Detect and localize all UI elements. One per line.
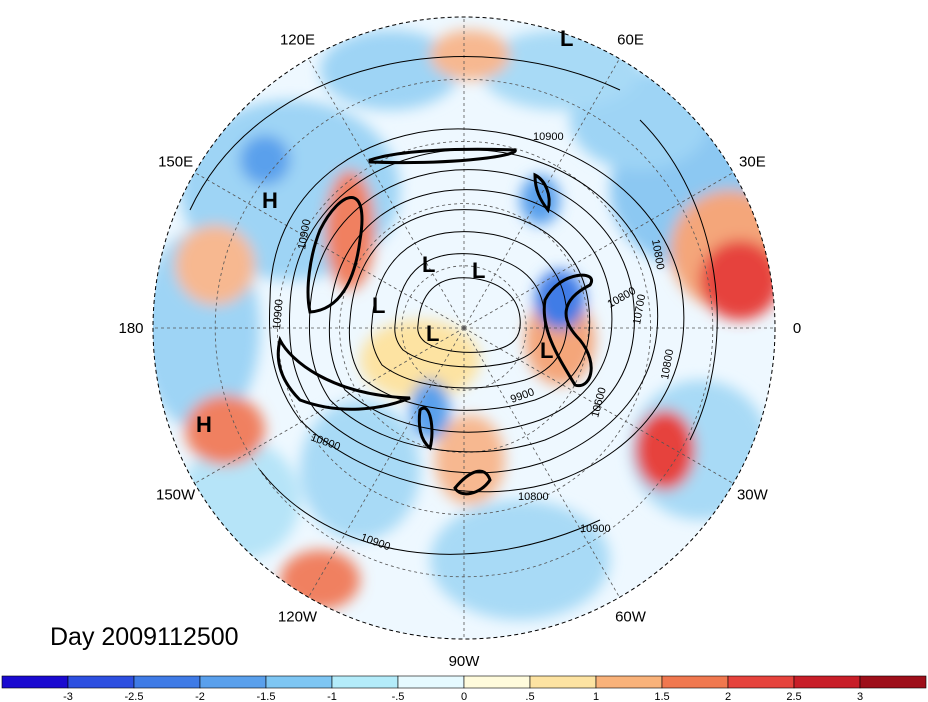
colorbar-tick-label: -2 bbox=[195, 691, 205, 702]
colorbar-tick-label: -1 bbox=[327, 691, 337, 702]
meridian-line bbox=[194, 327, 465, 484]
colorbar-swatch bbox=[1, 675, 69, 689]
anomaly-field bbox=[153, 17, 775, 639]
meridian-line bbox=[308, 58, 465, 329]
colorbar-swatch bbox=[331, 675, 399, 689]
contour-label: 10800 bbox=[659, 348, 676, 380]
meridian-line bbox=[463, 327, 620, 598]
low-center: L bbox=[372, 293, 385, 318]
colorbar-swatch bbox=[793, 675, 861, 689]
colorbar-tick-label: -.5 bbox=[392, 691, 405, 702]
colorbar-tick-label: 3 bbox=[857, 691, 863, 702]
low-center: L bbox=[560, 26, 573, 51]
contour-label: 10700 bbox=[631, 293, 648, 325]
colorbar-swatch bbox=[463, 675, 531, 689]
longitude-label: 30E bbox=[739, 154, 766, 171]
colorbar-tick-label: 0 bbox=[461, 691, 467, 702]
graticule bbox=[153, 17, 775, 639]
colorbar-swatch bbox=[67, 675, 135, 689]
low-center: L bbox=[426, 321, 439, 346]
low-center: L bbox=[422, 252, 435, 277]
contour-label: 10800 bbox=[649, 238, 666, 270]
colorbar-tick-label: 2 bbox=[725, 691, 731, 702]
longitude-labels: 90E 60E 30E 0 30W 60W 90W 120W 150W 180 150E 120E bbox=[118, 0, 801, 670]
longitude-label: 150E bbox=[158, 154, 193, 171]
longitude-label: 30W bbox=[737, 487, 769, 504]
colorbar-tick-label: -3 bbox=[63, 691, 73, 702]
colorbar-tick-label: 1.5 bbox=[654, 691, 669, 702]
longitude-label: 180 bbox=[118, 320, 143, 337]
map-boundary bbox=[152, 16, 776, 640]
meridian-line bbox=[463, 58, 620, 329]
high-center: H bbox=[196, 412, 212, 437]
contour-label: 10800 bbox=[518, 491, 549, 503]
colorbar-tick-label: 1 bbox=[593, 691, 599, 702]
colorbar-tick-label: -1.5 bbox=[257, 691, 276, 702]
colorbar-tick-label: -2.5 bbox=[125, 691, 144, 702]
longitude-label: 90E bbox=[451, 0, 478, 4]
latitude-circle bbox=[276, 140, 652, 516]
colorbar-swatch bbox=[595, 675, 663, 689]
meridian-line bbox=[463, 327, 734, 484]
latitude-circle bbox=[339, 203, 589, 453]
colorbar-swatch bbox=[199, 675, 267, 689]
longitude-label: 60E bbox=[617, 32, 644, 49]
longitude-label: 120W bbox=[278, 608, 318, 625]
colorbar: -3 -2.5 -2 -1.5 -1 -.5 0 .5 1 1.5 2 2.5 3 bbox=[1, 675, 927, 702]
meridian-line bbox=[463, 172, 734, 329]
colorbar-swatch bbox=[727, 675, 795, 689]
jet-contours bbox=[276, 147, 594, 496]
contour-label: 10900 bbox=[296, 218, 313, 250]
colorbar-tick-label: .5 bbox=[525, 691, 534, 702]
pressure-centers: L H L L L L L H bbox=[196, 26, 573, 437]
colorbar-swatch bbox=[265, 675, 333, 689]
contour-label: 10900 bbox=[533, 131, 564, 143]
contour-label: 10900 bbox=[580, 523, 611, 535]
meridian-line bbox=[308, 327, 465, 598]
longitude-label: 60W bbox=[615, 608, 647, 625]
longitude-label: 150W bbox=[156, 487, 196, 504]
colorbar-swatch bbox=[133, 675, 201, 689]
colorbar-swatch bbox=[661, 675, 729, 689]
low-center: L bbox=[540, 338, 553, 363]
low-center: L bbox=[472, 258, 485, 283]
latitude-circle bbox=[214, 78, 714, 578]
colorbar-swatch bbox=[397, 675, 465, 689]
height-contours bbox=[189, 56, 718, 555]
colorbar-tick-label: 2.5 bbox=[786, 691, 801, 702]
high-center: H bbox=[262, 188, 278, 213]
meridian-line bbox=[194, 172, 465, 329]
contour-label: 10900 bbox=[271, 299, 286, 331]
longitude-label: 0 bbox=[793, 320, 801, 337]
longitude-label: 90W bbox=[449, 653, 481, 670]
colorbar-swatch bbox=[859, 675, 927, 689]
latitude-circle bbox=[401, 265, 527, 391]
date-title: Day 2009112500 bbox=[50, 623, 239, 651]
longitude-label: 120E bbox=[280, 32, 315, 49]
colorbar-swatch bbox=[529, 675, 597, 689]
